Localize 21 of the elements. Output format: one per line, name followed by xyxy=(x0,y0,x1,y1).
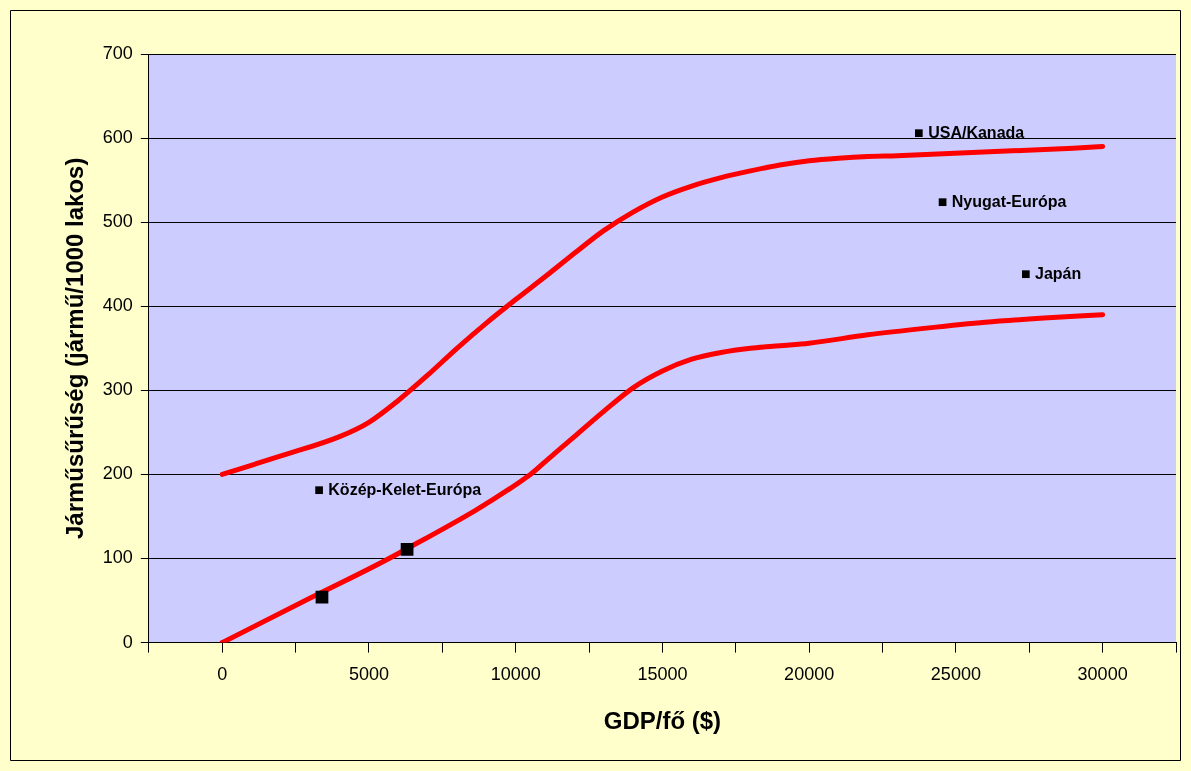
x-tick-label: 5000 xyxy=(348,664,389,685)
y-tick-label: 400 xyxy=(102,295,133,316)
x-tick-label: 25000 xyxy=(930,664,981,685)
annotation: ■ USA/Kanada xyxy=(914,123,1025,141)
x-tick-label: 30000 xyxy=(1077,664,1128,685)
annotation: ■ Nyugat-Európa xyxy=(937,192,1067,210)
y-tick-label: 200 xyxy=(102,463,133,484)
x-tick-label: 20000 xyxy=(784,664,835,685)
x-axis-title: GDP/fő ($) xyxy=(603,707,722,735)
annotation: ■ Közép-Kelet-Európa xyxy=(314,480,482,498)
x-tick-label: 0 xyxy=(217,664,228,685)
y-tick-label: 0 xyxy=(122,631,133,652)
x-tick-label: 10000 xyxy=(490,664,541,685)
y-tick-label: 300 xyxy=(102,379,133,400)
x-tick-label: 15000 xyxy=(637,664,688,685)
y-tick-label: 600 xyxy=(102,127,133,148)
y-tick-label: 500 xyxy=(102,211,133,232)
y-axis-title: Járműsűrűség (jármű/1000 lakos) xyxy=(61,157,89,540)
y-tick-label: 100 xyxy=(102,547,133,568)
y-tick-label: 700 xyxy=(102,42,133,63)
annotation: ■ Japán xyxy=(1020,264,1082,282)
